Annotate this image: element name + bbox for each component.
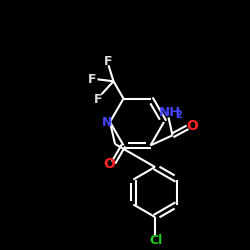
Text: O: O <box>104 157 116 171</box>
Text: F: F <box>104 55 113 68</box>
Text: O: O <box>186 120 198 134</box>
Text: F: F <box>94 93 103 106</box>
Text: Cl: Cl <box>150 234 162 248</box>
Text: N: N <box>102 116 112 128</box>
Text: 2: 2 <box>175 110 182 120</box>
Text: NH: NH <box>158 106 180 119</box>
Text: F: F <box>88 73 97 86</box>
